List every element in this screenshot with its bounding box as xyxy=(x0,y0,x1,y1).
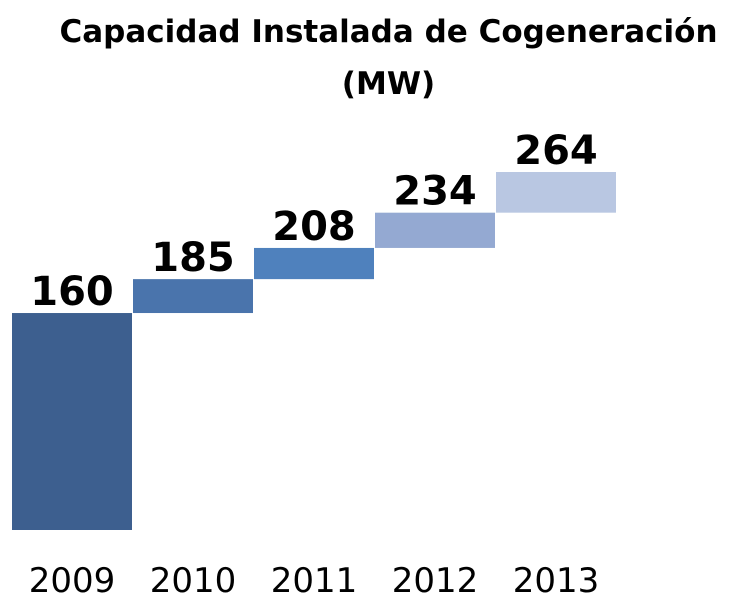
x-tick-label: 2011 xyxy=(271,561,358,600)
x-tick-label: 2009 xyxy=(29,561,116,600)
value-label: 234 xyxy=(393,169,477,215)
bar xyxy=(133,279,253,314)
x-tick-label: 2012 xyxy=(392,561,479,600)
value-label: 185 xyxy=(151,235,235,281)
value-label: 264 xyxy=(514,128,598,174)
chart-title: Capacidad Instalada de Cogeneración (MW) xyxy=(59,14,718,102)
bar xyxy=(12,313,132,530)
bar xyxy=(496,172,616,213)
bar xyxy=(254,247,374,280)
bar xyxy=(375,212,495,248)
x-tick-label: 2010 xyxy=(150,561,237,600)
x-tick-label: 2013 xyxy=(513,561,600,600)
value-label: 160 xyxy=(30,269,114,315)
value-label: 208 xyxy=(272,204,356,250)
